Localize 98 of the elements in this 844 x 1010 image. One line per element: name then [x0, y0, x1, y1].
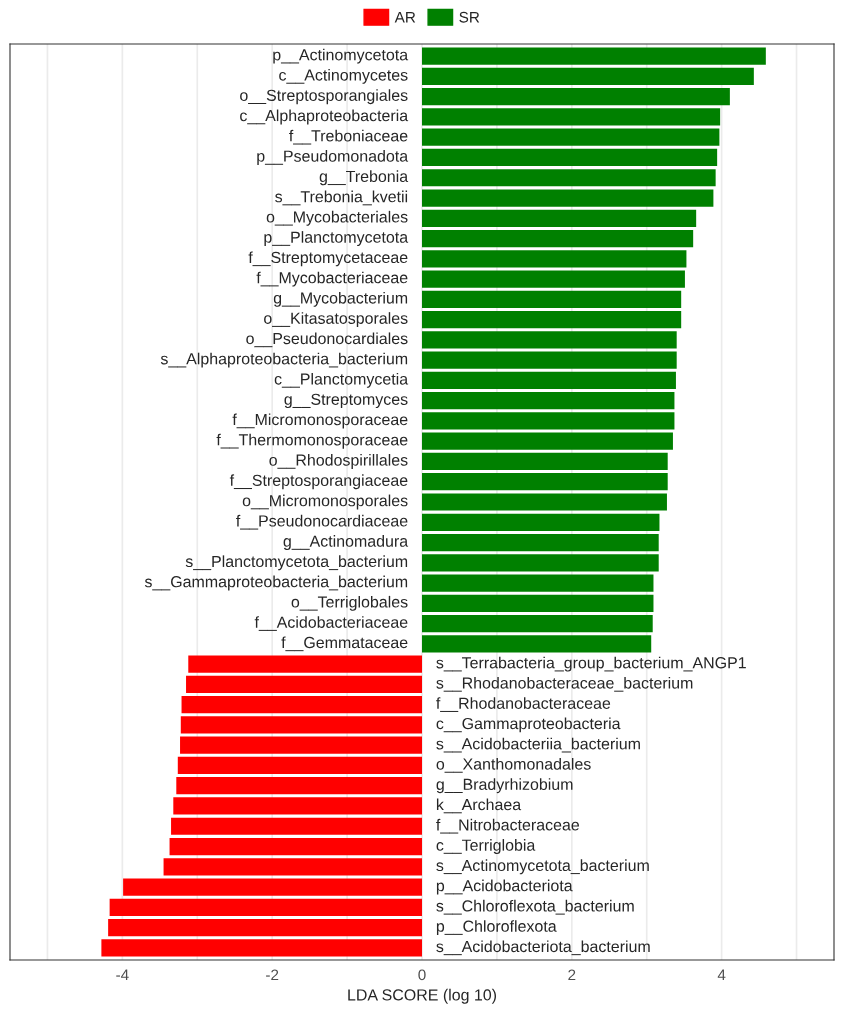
bar — [176, 777, 422, 795]
bar — [171, 817, 422, 835]
bar — [422, 290, 682, 308]
bar — [422, 351, 677, 369]
y-tick-label: f__Thermomonosporaceae — [216, 433, 408, 449]
bar — [163, 858, 422, 876]
bar — [422, 574, 654, 592]
y-tick-label: f__Streptomycetaceae — [248, 251, 408, 267]
y-tick-label: f__Rhodanobacteraceae — [436, 697, 611, 712]
y-tick-label: o__Rhodospirillales — [269, 454, 408, 469]
y-tick-label: c__Planctomycetia — [274, 372, 409, 388]
y-tick-label: g__Bradyrhizobium — [436, 778, 573, 794]
bar — [422, 270, 685, 288]
y-tick-label: s__Planctomycetota_bacterium — [185, 555, 408, 571]
bar — [422, 493, 667, 511]
y-tick-label: k__Archaea — [436, 798, 522, 814]
y-tick-label: f__Mycobacteriaceae — [256, 271, 408, 287]
bar — [422, 371, 676, 390]
bar — [180, 716, 422, 734]
x-tick-label: -2 — [266, 969, 279, 981]
y-tick-label: f__Pseudonocardiaceae — [236, 514, 408, 530]
x-axis-title: LDA SCORE (log 10) — [348, 988, 497, 1004]
y-tick-label: f__Nitrobacteraceae — [436, 818, 580, 834]
y-tick-label: c__Gammaproteobacteria — [436, 717, 621, 733]
x-tick-label: 0 — [418, 969, 426, 981]
y-tick-label: s__Chloroflexota_bacterium — [436, 899, 634, 915]
bar — [422, 229, 694, 248]
y-tick-label: c__Alphaproteobacteria — [240, 109, 409, 125]
bar — [422, 432, 673, 450]
y-tick-label: f__Treboniaceae — [289, 129, 408, 145]
bar — [181, 696, 422, 714]
legend-label: AR — [394, 11, 416, 23]
bar — [422, 209, 697, 227]
y-tick-label: o__Streptosporangiales — [240, 89, 408, 105]
bar — [422, 169, 716, 187]
y-tick-label: p__Actinomycetota — [273, 48, 409, 64]
y-tick-label: o__Kitasatosporales — [264, 312, 408, 328]
y-tick-label: s__Acidobacteriia_bacterium — [436, 737, 640, 753]
y-tick-label: s__Trebonia_kvetii — [275, 190, 408, 206]
y-tick-label: o__Xanthomonadales — [436, 758, 591, 773]
y-tick-label: o__Pseudonocardiales — [246, 332, 408, 348]
y-tick-label: g__Actinomadura — [283, 535, 409, 550]
x-tick-label: 4 — [717, 969, 726, 981]
y-tick-label: c__Terriglobia — [436, 839, 536, 854]
bar — [422, 554, 659, 572]
bar — [422, 614, 653, 633]
bar — [422, 473, 668, 491]
y-tick-label: c__Actinomycetes — [279, 68, 408, 84]
y-tick-label: g__Streptomyces — [284, 393, 408, 409]
y-tick-label: p__Acidobacteriota — [436, 879, 573, 895]
bar — [422, 311, 682, 329]
bar — [422, 148, 718, 167]
bar — [422, 635, 652, 653]
y-tick-label: o__Terriglobales — [291, 595, 408, 611]
y-tick-label: s__Alphaproteobacteria_bacterium — [160, 352, 408, 368]
legend-label: SR — [459, 11, 480, 23]
bar — [173, 797, 422, 815]
bar — [422, 412, 675, 430]
y-tick-label: s__Actinomycetota_bacterium — [436, 859, 649, 875]
bar — [422, 47, 766, 65]
bar — [422, 88, 730, 106]
y-tick-label: o__Micromonosporales — [242, 494, 408, 510]
bar — [422, 250, 687, 268]
y-tick-label: o__Mycobacteriales — [266, 210, 408, 226]
bar — [422, 533, 659, 552]
y-tick-label: p__Pseudomonadota — [257, 150, 409, 165]
bar — [422, 392, 675, 410]
bar — [422, 331, 677, 349]
y-tick-label: f__Acidobacteriaceae — [254, 616, 408, 631]
bar — [422, 452, 668, 471]
bar — [180, 736, 422, 754]
x-tick-label: 2 — [568, 969, 576, 981]
bar — [108, 918, 422, 937]
y-tick-label: s__Gammaproteobacteria_bacterium — [144, 575, 408, 591]
bar — [422, 67, 754, 86]
bar — [109, 898, 422, 916]
y-tick-label: s__Rhodanobacteraceae_bacterium — [436, 676, 693, 692]
bar — [169, 837, 422, 856]
y-tick-label: s__Acidobacteriota_bacterium — [436, 940, 650, 956]
bar — [186, 675, 422, 693]
bar — [188, 655, 422, 673]
y-tick-label: f__Streptosporangiaceae — [229, 474, 408, 490]
y-tick-label: p__Chloroflexota — [436, 920, 557, 936]
y-tick-label: p__Planctomycetota — [264, 231, 409, 246]
y-tick-label: f__Micromonosporaceae — [232, 413, 408, 429]
y-tick-label: s__Terrabacteria_group_bacterium_ANGP1 — [436, 656, 746, 672]
x-tick-label: -4 — [116, 969, 129, 981]
bar — [422, 513, 660, 531]
y-tick-label: g__Trebonia — [319, 170, 409, 186]
bar — [123, 878, 422, 896]
bar — [177, 756, 422, 775]
bar — [422, 594, 654, 612]
y-tick-label: g__Mycobacterium — [273, 291, 408, 307]
bar — [422, 108, 721, 126]
bar — [422, 189, 714, 207]
y-tick-label: f__Gemmataceae — [281, 636, 408, 652]
bar — [101, 939, 422, 957]
bar — [422, 128, 720, 146]
